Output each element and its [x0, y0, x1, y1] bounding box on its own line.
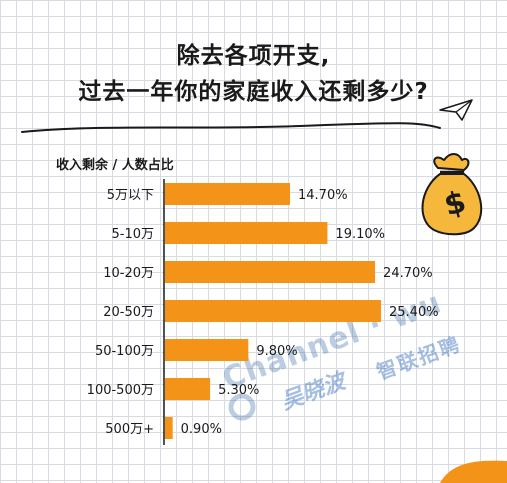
- category-label: 500万+: [105, 422, 154, 437]
- bar: [165, 261, 376, 283]
- category-label: 100-500万: [87, 383, 154, 398]
- bar: [165, 183, 291, 205]
- value-label: 14.70%: [298, 188, 348, 203]
- table-header-label: 收入剩余 / 人数占比: [56, 158, 174, 173]
- money-bag-icon: $: [421, 153, 483, 236]
- chart-title-line-2: 过去一年你的家庭收入还剩多少?: [78, 79, 429, 105]
- value-label: 5.30%: [218, 383, 259, 398]
- bar: [165, 339, 249, 361]
- value-label: 9.80%: [256, 344, 297, 359]
- value-label: 19.10%: [335, 227, 385, 242]
- category-label: 20-50万: [103, 305, 154, 320]
- chart-title-line-1: 除去各项开支,: [176, 43, 331, 69]
- category-label: 5-10万: [111, 227, 154, 242]
- value-label: 25.40%: [389, 305, 439, 320]
- bar: [165, 417, 173, 439]
- bar: [165, 378, 211, 400]
- category-label: 10-20万: [103, 266, 154, 281]
- value-label: 0.90%: [181, 422, 222, 437]
- value-label: 24.70%: [383, 266, 433, 281]
- paper-plane-icon: [439, 99, 473, 121]
- title-divider: [21, 122, 441, 133]
- footer-decoration: [440, 460, 507, 483]
- bar: [165, 222, 328, 244]
- category-label: 50-100万: [95, 344, 154, 359]
- bar: [165, 300, 381, 322]
- channel-logo-icon: [228, 393, 256, 421]
- category-label: 5万以下: [107, 188, 154, 203]
